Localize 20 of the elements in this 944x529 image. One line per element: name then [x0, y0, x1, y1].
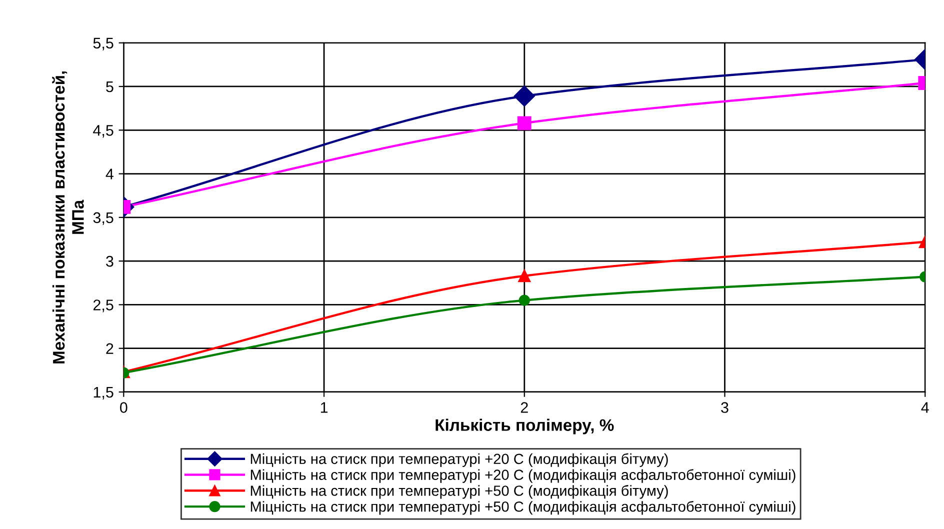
y-tick-label: 2,5 [93, 300, 114, 312]
y-tick-label: 1,5 [94, 387, 114, 400]
x-tick-label: 1 [320, 402, 328, 413]
x-tick-label: 0 [120, 402, 128, 413]
y-tick-label: 4,5 [93, 125, 114, 138]
y-tick-label: 3,5 [93, 212, 114, 225]
x-tick-label: 2 [520, 402, 528, 413]
legend-label: Міцність на стиск при температурі +50 С (модифікація асфальтобетонної суміші) [250, 500, 796, 515]
y-axis-title: Механічні показники властивостей, МПа [52, 71, 84, 364]
x-tick-label: 4 [921, 402, 929, 413]
legend-label: Міцність на стиск при температурі +20 С (модифікація асфальтобетонної суміші) [250, 469, 796, 483]
y-tick-label: 2 [106, 343, 114, 354]
x-tick-label: 3 [721, 402, 728, 413]
y-tick-label: 3 [106, 256, 114, 267]
y-tick-label: 5 [106, 82, 114, 92]
legend-label: Міцність на стиск при температурі +50 С (модифікація бітуму) [250, 485, 668, 499]
y-tick-label: 4 [106, 168, 114, 180]
y-tick-label: 5,5 [93, 38, 114, 50]
x-axis-title: Кількість полімеру, % [436, 418, 614, 434]
legend-label: Міцність на стиск при температурі +20 С (модифікація бітуму) [250, 453, 668, 467]
